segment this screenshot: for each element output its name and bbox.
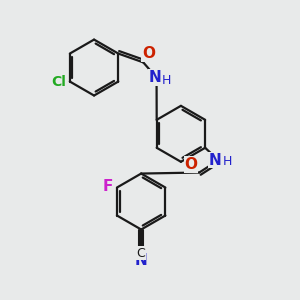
Text: H: H xyxy=(162,74,172,87)
Text: F: F xyxy=(103,178,113,194)
Text: Cl: Cl xyxy=(51,74,66,88)
Text: H: H xyxy=(223,155,232,168)
Text: C: C xyxy=(136,247,145,260)
Text: O: O xyxy=(184,157,197,172)
Text: N: N xyxy=(208,153,221,168)
Text: N: N xyxy=(149,70,161,85)
Text: O: O xyxy=(142,46,155,61)
Text: N: N xyxy=(135,253,148,268)
